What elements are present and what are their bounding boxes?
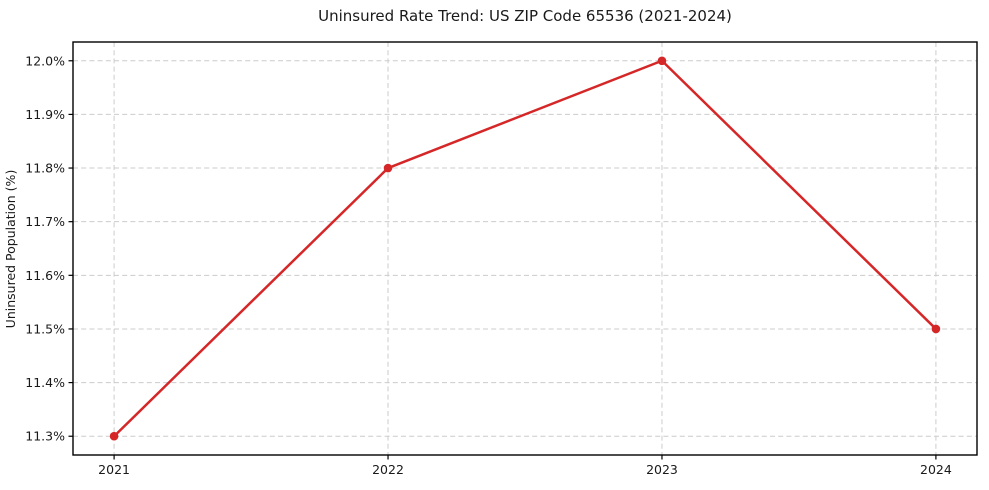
gridlines: [73, 42, 977, 455]
data-point-2022: [383, 163, 393, 173]
y-tick-label: 11.4%: [25, 375, 65, 390]
y-axis-label: Uninsured Population (%): [3, 170, 18, 329]
chart-title: Uninsured Rate Trend: US ZIP Code 65536 …: [318, 7, 732, 25]
x-tick-label: 2024: [920, 462, 952, 477]
y-tick-label: 12.0%: [25, 53, 65, 68]
data-point-2021: [109, 431, 119, 441]
plot-border: [72, 41, 978, 456]
y-tick-label: 11.9%: [25, 107, 65, 122]
y-tick-label: 11.3%: [25, 429, 65, 444]
x-tick-label: 2022: [372, 462, 404, 477]
tick-labels: 11.3% 11.4% 11.5% 11.6% 11.7% 11.8% 11.9% 12.0%…: [25, 53, 952, 477]
trend-line: [112, 59, 938, 438]
y-tick-label: 11.5%: [25, 321, 65, 336]
y-tick-label: 11.6%: [25, 268, 65, 283]
data-point-2024: [931, 324, 941, 334]
y-tick-label: 11.7%: [25, 214, 65, 229]
data-series: [109, 56, 941, 441]
x-tick-label: 2021: [98, 462, 130, 477]
y-tick-label: 11.8%: [25, 161, 65, 176]
x-tick-label: 2023: [646, 462, 678, 477]
data-point-2023: [657, 56, 667, 66]
axis-ticks: [68, 60, 937, 460]
